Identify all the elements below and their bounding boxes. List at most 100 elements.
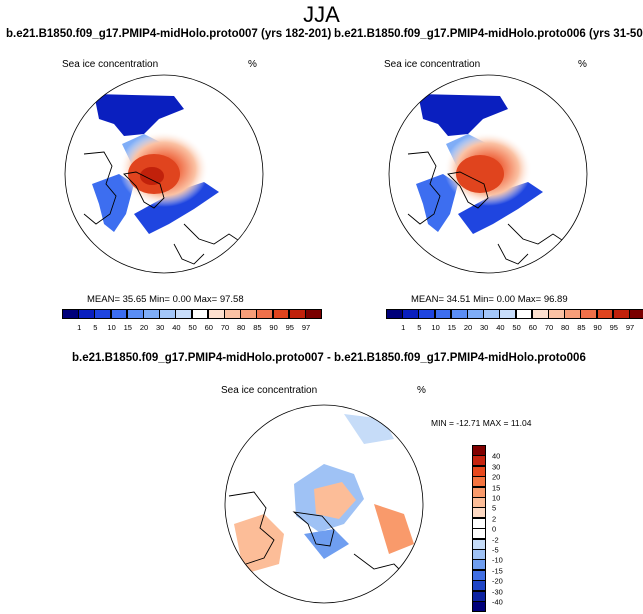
- panel2-colorbar-swatch: [580, 309, 598, 319]
- panel1-colorbar-swatch: [78, 309, 95, 319]
- panel1-colorbar-swatch: [143, 309, 160, 319]
- panel2-colorbar-swatch: [548, 309, 565, 319]
- panel2-units-label: %: [578, 59, 587, 70]
- panel2-max-label: Max=: [517, 294, 542, 305]
- panel2-colorbar-swatch: [564, 309, 582, 319]
- panel1-coastline-scandinavia: [173, 243, 205, 265]
- panel2-ice-canada: [416, 174, 458, 232]
- diff-colorbar-swatch: [472, 549, 486, 561]
- diff-stats: MIN = -12.71 MAX = 11.04: [431, 418, 532, 428]
- diff-colorbar-swatch: [472, 445, 486, 456]
- diff-colorbar-swatch: [472, 601, 486, 613]
- panel1-coastline-canada: [83, 151, 117, 225]
- panel2-colorbar-swatch: [386, 309, 403, 319]
- panel2-colorbar-swatch: [434, 309, 452, 319]
- panel1-colorbar-tick-label: 20: [139, 323, 149, 332]
- panel1-colorbar-tick-label: 50: [188, 323, 197, 332]
- panel1-colorbar-tick-label: 1: [77, 323, 82, 332]
- panel2-colorbar-tick-label: 70: [544, 323, 554, 332]
- panel1-stats: MEAN= 35.65 Min= 0.00 Max= 97.58: [87, 294, 244, 305]
- panel2-mean-value: 34.51: [446, 294, 471, 305]
- panel1-colorbar-tick-label: 30: [156, 323, 165, 332]
- panel1-max-label: Max=: [193, 294, 218, 305]
- panel2-colorbar-tick-label: 40: [496, 323, 505, 332]
- panel1-colorbar-tick-label: 60: [204, 323, 213, 332]
- panel1-colorbar-swatch: [159, 309, 177, 319]
- diff-colorbar-tick-label: 10: [492, 493, 501, 503]
- diff-colorbar-swatch: [472, 569, 486, 581]
- diff-colorbar-tick-label: 5: [492, 503, 497, 513]
- panel2-ice-atlantic: [458, 182, 543, 234]
- diff-colorbar-tick-label: -5: [492, 545, 499, 555]
- panel2-colorbar-tick-label: 95: [609, 323, 618, 332]
- diff-colorbar-swatch: [472, 538, 486, 550]
- diff-colorbar-swatch: [472, 580, 486, 592]
- diff-colorbar-tick-label: 15: [492, 483, 501, 493]
- panel2-colorbar-swatch: [612, 309, 630, 319]
- diff-colorbar-tick-label: -2: [492, 535, 499, 545]
- panel1-colorbar-tick-label: 95: [285, 323, 294, 332]
- panel1-colorbar-tick-label: 85: [253, 323, 262, 332]
- panel1-colorbar-tick-label: 10: [107, 323, 116, 332]
- diff-colorbar-tick-label: -30: [492, 587, 503, 597]
- panel1-colorbar-swatch: [288, 309, 306, 319]
- diff-map-boundary: [224, 404, 424, 604]
- diff-colorbar-tick-label: -40: [492, 597, 503, 607]
- diff-colorbar-swatch: [472, 486, 486, 498]
- panel2-min-value: 0.00: [496, 294, 516, 305]
- panel1-colorbar-swatch: [126, 309, 144, 319]
- panel2-colorbar-swatch: [402, 309, 419, 319]
- panel2-max-value: 96.89: [543, 294, 568, 305]
- diff-colorbar: [472, 445, 486, 613]
- diff-colorbar-swatch: [472, 465, 486, 477]
- panel1-min-value: 0.00: [172, 294, 192, 305]
- panel2-colorbar-swatch: [467, 309, 484, 319]
- panel2-coastline-greenland: [447, 171, 489, 209]
- panel1-colorbar-swatch: [256, 309, 274, 319]
- panel1-colorbar-tick-label: 97: [301, 323, 311, 332]
- diff-coastline-canada: [228, 491, 275, 565]
- panel1-colorbar-tick-label: 80: [237, 323, 246, 332]
- panel2-variable-label: Sea ice concentration: [384, 59, 481, 70]
- panel2-colorbar: [386, 309, 643, 319]
- panel1-colorbar-tick-label: 40: [172, 323, 181, 332]
- panel2-colorbar-swatch: [531, 309, 549, 319]
- panel1-mean-value: 35.65: [122, 294, 147, 305]
- panel1-colorbar-swatch: [175, 309, 193, 319]
- diff-colorbar-tick-label: 0: [492, 524, 497, 534]
- panel1-mean-label: MEAN=: [87, 294, 120, 305]
- panel2-colorbar-tick-label: 90: [593, 323, 602, 332]
- panel1-colorbar-swatch: [110, 309, 128, 319]
- diff-colorbar-tick-label: 40: [492, 451, 501, 461]
- panel2-colorbar-tick-label: 85: [577, 323, 586, 332]
- diff-colorbar-tick-label: 20: [492, 472, 501, 482]
- panel1-colorbar-swatch: [62, 309, 79, 319]
- panel2-title: b.e21.B1850.f09_g17.PMIP4-midHolo.proto0…: [334, 28, 643, 40]
- panel2-coastline-canada: [407, 151, 441, 225]
- panel2-colorbar-swatch: [483, 309, 501, 319]
- panel1-colorbar-swatch: [272, 309, 290, 319]
- panel1-min-label: Min=: [149, 294, 170, 305]
- diff-units-label: %: [417, 385, 426, 396]
- diff-pos-east: [374, 504, 414, 554]
- panel1-ice-hudson-baffin: [94, 94, 184, 136]
- panel2-coastline-scandinavia: [497, 243, 529, 265]
- panel1-colorbar-swatch: [207, 309, 225, 319]
- panel2-mean-label: MEAN=: [411, 294, 444, 305]
- diff-colorbar-swatch: [472, 517, 486, 529]
- figure-title: JJA: [303, 2, 340, 27]
- panel1-colorbar-tick-label: 70: [220, 323, 230, 332]
- panel1-max-value: 97.58: [219, 294, 244, 305]
- panel1-colorbar-swatch: [191, 309, 209, 319]
- panel1-colorbar-swatch: [240, 309, 258, 319]
- panel1-units-label: %: [248, 59, 257, 70]
- diff-colorbar-tick-label: -20: [492, 576, 503, 586]
- panel2-colorbar-tick-label: 15: [447, 323, 456, 332]
- panel2-colorbar-tick-label: 10: [431, 323, 440, 332]
- diff-colorbar-tick-label: 2: [492, 514, 497, 524]
- diff-colorbar-swatch: [472, 497, 486, 509]
- panel2-colorbar-swatch: [629, 309, 643, 319]
- diff-pos-central: [314, 482, 356, 519]
- diff-neg-atlantic: [304, 529, 349, 559]
- panel1-colorbar-tick-label: 5: [93, 323, 98, 332]
